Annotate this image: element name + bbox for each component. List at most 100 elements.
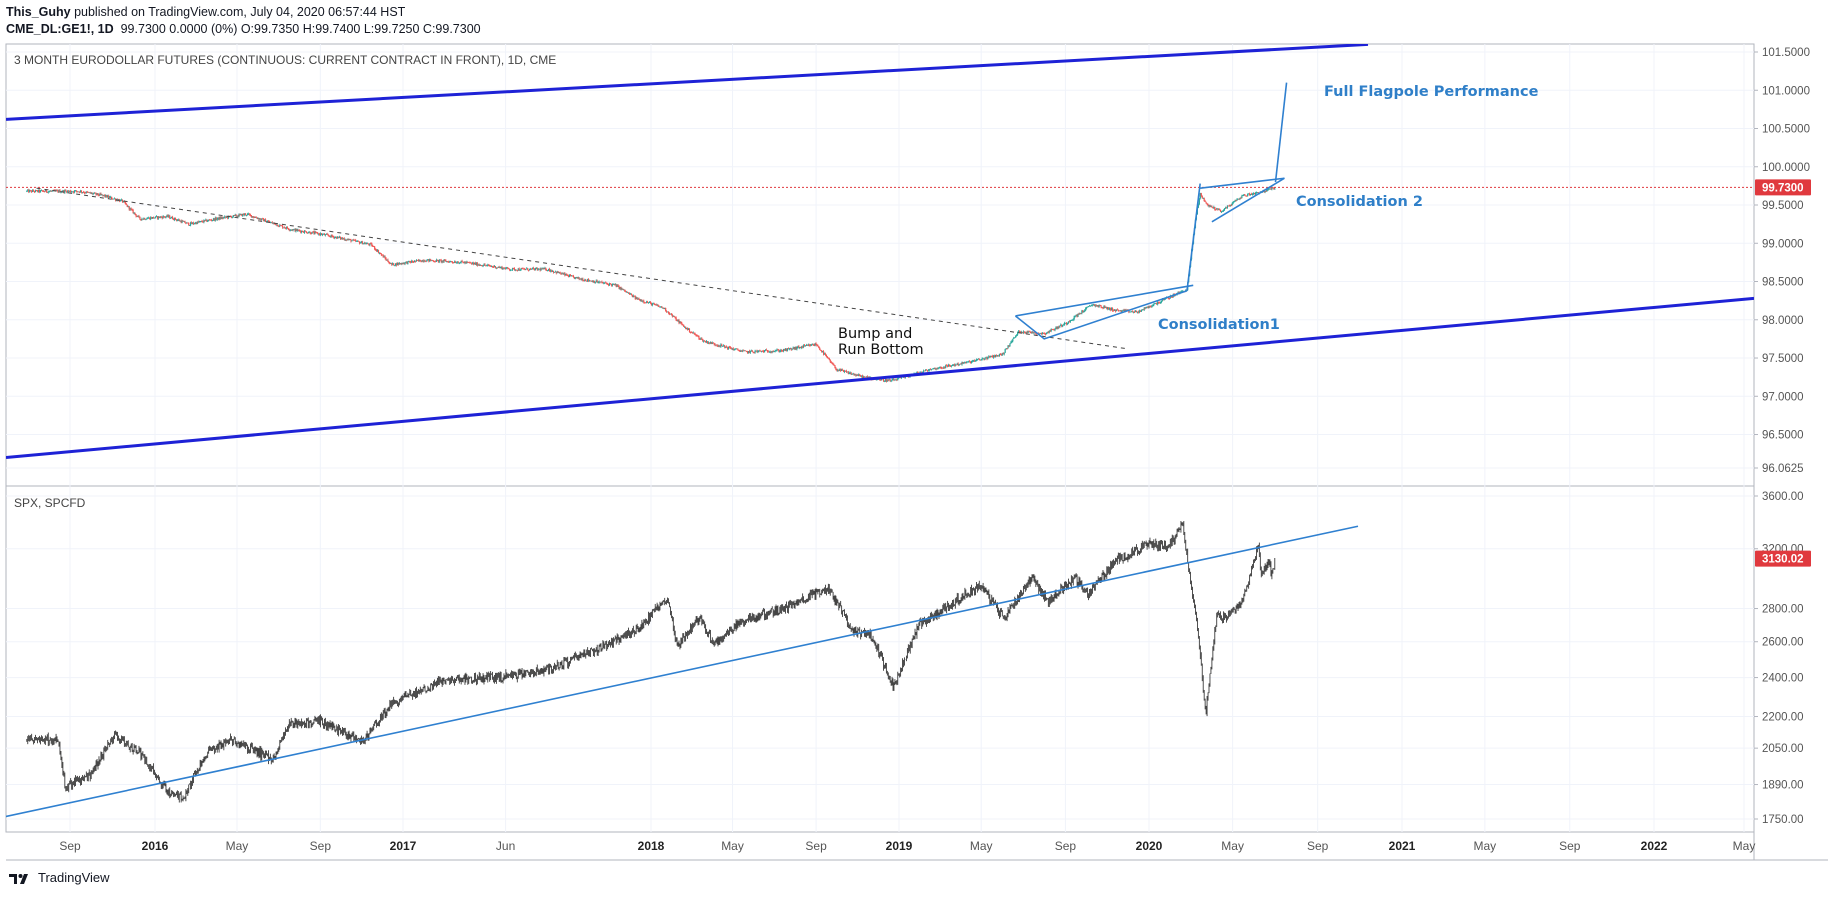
candle-body bbox=[668, 313, 671, 315]
candle-body bbox=[127, 206, 129, 208]
price-tick-label: 2050.00 bbox=[1762, 743, 1804, 755]
candle-body bbox=[262, 218, 264, 220]
candle-body bbox=[651, 303, 653, 306]
candle-body bbox=[851, 373, 853, 375]
tradingview-logo[interactable]: TradingView bbox=[8, 870, 110, 885]
candle-body bbox=[79, 190, 82, 193]
spx-trendline[interactable] bbox=[6, 525, 1359, 818]
candle-body bbox=[674, 317, 676, 318]
candle-body bbox=[600, 281, 602, 283]
candle-body bbox=[1271, 187, 1273, 190]
candle-body bbox=[609, 283, 612, 285]
candle-body bbox=[884, 379, 887, 381]
candle-body bbox=[1115, 309, 1117, 312]
candle-body bbox=[926, 370, 929, 372]
author-name[interactable]: This_Guhy bbox=[6, 5, 71, 19]
candle-body bbox=[201, 221, 203, 222]
candle-body bbox=[172, 219, 175, 220]
candle-body bbox=[291, 229, 293, 231]
candle-body bbox=[145, 219, 147, 221]
candle-body bbox=[1057, 326, 1059, 329]
candle-body bbox=[954, 364, 956, 366]
candle-body bbox=[661, 306, 663, 309]
candle-body bbox=[859, 374, 861, 376]
candle-body bbox=[1083, 311, 1085, 313]
candle-body bbox=[655, 304, 657, 306]
candle-body bbox=[583, 280, 585, 282]
candle-body bbox=[772, 351, 774, 353]
candle-body bbox=[841, 369, 843, 371]
candle-body bbox=[92, 193, 94, 195]
candle-body bbox=[589, 280, 592, 282]
candle-body bbox=[239, 214, 241, 216]
channel-upper-line[interactable] bbox=[6, 44, 1369, 121]
candle-body bbox=[1131, 311, 1133, 313]
candle-body bbox=[240, 214, 242, 215]
candle-body bbox=[1274, 188, 1276, 190]
consolidation1-wedge[interactable] bbox=[1014, 284, 1194, 340]
candle-body bbox=[770, 351, 772, 353]
candle-body bbox=[337, 236, 339, 239]
candle-body bbox=[570, 275, 573, 277]
flagpole-1[interactable] bbox=[1186, 183, 1201, 291]
candle-body bbox=[390, 263, 392, 264]
candle-body bbox=[82, 192, 84, 194]
candle-body bbox=[627, 291, 629, 293]
candle-body bbox=[699, 338, 701, 340]
candle-body bbox=[1225, 207, 1228, 209]
candle-body bbox=[38, 189, 41, 192]
candle-body bbox=[1164, 298, 1167, 300]
candle-body bbox=[604, 282, 606, 284]
candle-body bbox=[1044, 333, 1047, 335]
channel-lower-line[interactable] bbox=[6, 296, 1754, 459]
candle-body bbox=[1177, 292, 1179, 294]
candle-body bbox=[408, 260, 410, 262]
candle-body bbox=[938, 367, 940, 369]
candle-body bbox=[191, 222, 194, 224]
candle-body bbox=[525, 269, 527, 270]
candle-body bbox=[669, 313, 672, 315]
candle-body bbox=[754, 350, 756, 353]
candle-body bbox=[28, 189, 30, 193]
candle-body bbox=[1072, 319, 1074, 320]
candle-body bbox=[269, 222, 271, 223]
price-tick-label: 3600.00 bbox=[1762, 491, 1804, 503]
candle-body bbox=[1017, 331, 1020, 333]
candle-body bbox=[287, 228, 289, 230]
candle-body bbox=[73, 191, 75, 193]
candle-body bbox=[908, 376, 910, 378]
candle-body bbox=[666, 310, 668, 312]
candle-body bbox=[697, 335, 699, 337]
candle-body bbox=[575, 277, 577, 278]
candle-body bbox=[762, 350, 764, 352]
candle-body bbox=[804, 345, 807, 347]
candle-body bbox=[247, 213, 250, 215]
candle-body bbox=[553, 271, 555, 273]
candle-body bbox=[648, 302, 651, 303]
eurodollar-pane[interactable] bbox=[5, 43, 1755, 487]
flagpole-projection[interactable] bbox=[1274, 82, 1288, 183]
candle-body bbox=[85, 191, 87, 193]
candle-body bbox=[990, 355, 992, 358]
candle-body bbox=[121, 199, 123, 203]
candle-body bbox=[477, 264, 479, 266]
spx-pane[interactable] bbox=[5, 485, 1755, 833]
candle-body bbox=[341, 237, 344, 239]
candle-body bbox=[534, 268, 536, 271]
candle-body bbox=[971, 360, 974, 362]
candle-body bbox=[1132, 311, 1134, 313]
candle-body bbox=[158, 216, 160, 218]
ohlc-values: 99.7300 0.0000 (0%) O:99.7350 H:99.7400 … bbox=[120, 22, 481, 36]
candle-body bbox=[652, 303, 654, 305]
candle-body bbox=[650, 302, 653, 306]
candle-body bbox=[558, 272, 560, 273]
candle-body bbox=[209, 219, 211, 221]
candle-body bbox=[1130, 311, 1132, 313]
consolidation2-wedge[interactable] bbox=[1200, 177, 1285, 223]
candle-body bbox=[448, 261, 450, 263]
time-tick-label: Sep bbox=[59, 839, 81, 853]
candle-body bbox=[916, 372, 918, 374]
candle-body bbox=[1150, 306, 1152, 308]
candle-body bbox=[939, 366, 941, 368]
